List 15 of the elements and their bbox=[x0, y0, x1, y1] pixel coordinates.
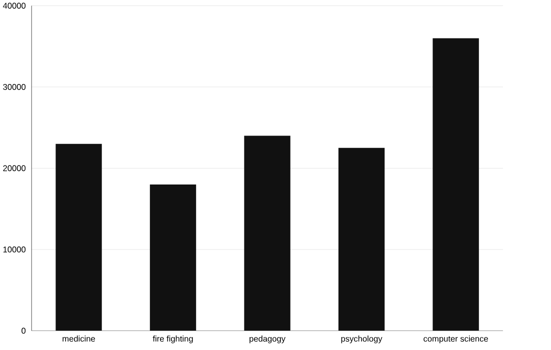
bar bbox=[244, 136, 290, 331]
y-tick-label: 30000 bbox=[3, 84, 26, 90]
bar bbox=[432, 38, 479, 331]
x-tick-label: pedagogy bbox=[250, 335, 286, 344]
y-tick-label: 0 bbox=[22, 328, 26, 334]
x-tick-label: fire fighting bbox=[152, 335, 193, 344]
x-tick-label: computer science bbox=[424, 335, 488, 344]
y-tick-label: 40000 bbox=[2, 2, 26, 9]
x-tick-label: medicine bbox=[62, 335, 95, 342]
bar bbox=[338, 148, 385, 331]
y-tick-label: 20000 bbox=[3, 165, 26, 172]
y-tick-label: 10000 bbox=[3, 246, 26, 252]
bar bbox=[150, 184, 196, 331]
x-tick-label: psychology bbox=[341, 335, 382, 344]
bar bbox=[56, 144, 102, 331]
